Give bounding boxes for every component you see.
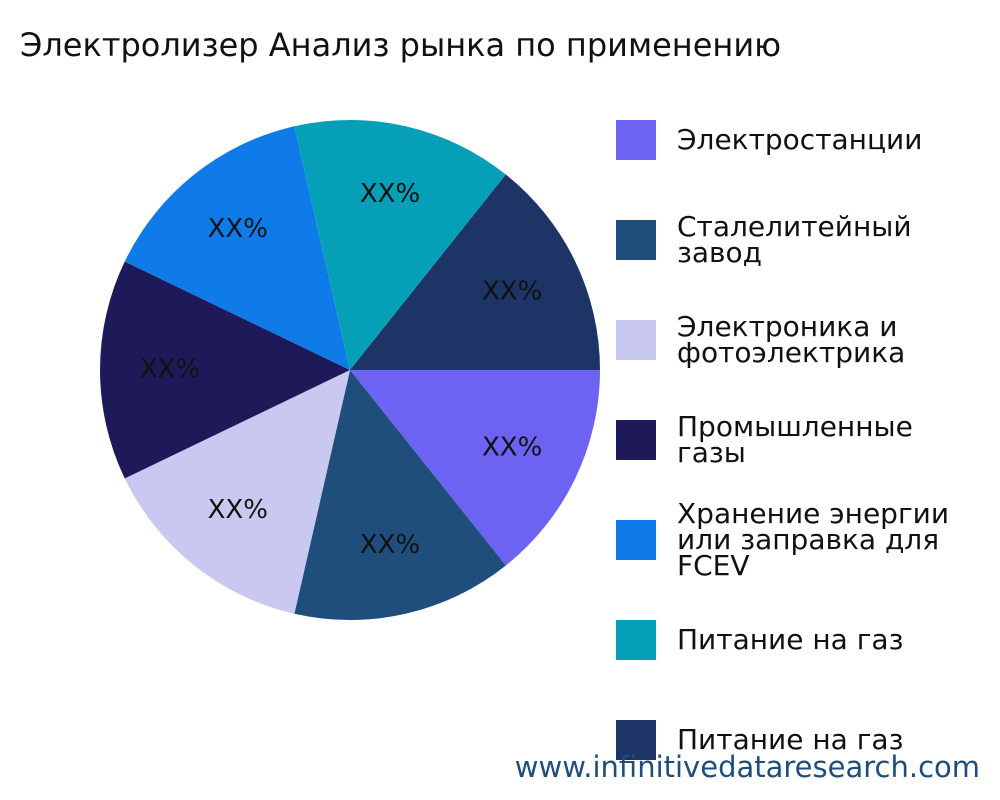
pie-slice <box>294 119 506 370</box>
slice-label: XX% <box>360 530 420 560</box>
slice-label: XX% <box>360 179 420 209</box>
legend-swatch <box>616 720 656 760</box>
legend-label: Электростанции <box>677 123 923 156</box>
legend-label: Питание на газ <box>677 723 904 756</box>
legend-label: Сталелитейный завод <box>677 210 912 269</box>
slice-label: XX% <box>208 495 268 525</box>
legend-label: Хранение энергии или заправка для FCEV <box>677 497 950 582</box>
slice-label: XX% <box>140 355 200 385</box>
legend-swatch <box>616 420 656 460</box>
pie-slice <box>124 370 350 614</box>
legend-swatch <box>616 520 656 560</box>
pie-slice <box>350 174 600 370</box>
legend-label: Электроника и фотоэлектрика <box>677 310 906 369</box>
pie-slice <box>350 370 600 566</box>
pie-slice <box>99 261 350 479</box>
pie-slice <box>294 370 506 621</box>
slice-label: XX% <box>482 433 542 463</box>
chart-title: Электролизер Анализ рынка по применению <box>20 26 782 64</box>
pie-slice <box>124 126 350 370</box>
legend-swatch <box>616 120 656 160</box>
legend-swatch <box>616 220 656 260</box>
legend-swatch <box>616 620 656 660</box>
legend-swatch <box>616 320 656 360</box>
watermark: www.infinitivedataresearch.com <box>514 750 980 784</box>
legend-label: Питание на газ <box>677 623 904 656</box>
slice-label: XX% <box>208 214 268 244</box>
slice-label: XX% <box>482 276 542 306</box>
legend-label: Промышленные газы <box>677 410 913 469</box>
